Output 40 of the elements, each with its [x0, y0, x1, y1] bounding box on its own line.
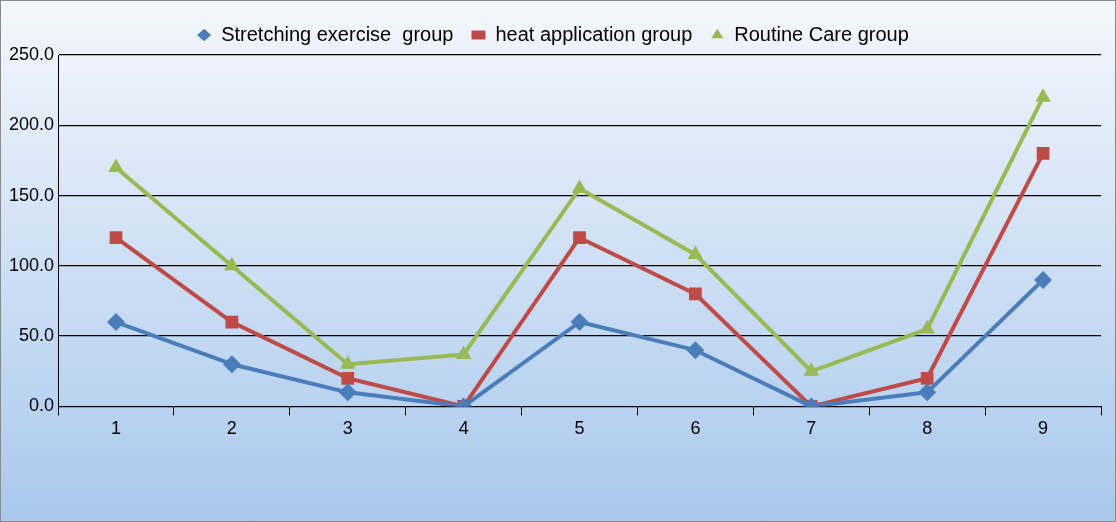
x-tick-label: 2 [226, 418, 237, 439]
point [106, 313, 125, 332]
point [920, 371, 934, 385]
point [803, 362, 820, 376]
point [571, 179, 588, 194]
x-tick-label: 3 [342, 418, 353, 439]
point [686, 341, 705, 360]
legend-label: Stretching exercise group [221, 22, 454, 45]
y-tick-label: 0.0 [29, 395, 55, 416]
point [1036, 147, 1050, 160]
y-tick-label: 200.0 [9, 114, 55, 135]
y-tick-label: 50.0 [19, 325, 55, 346]
point [1034, 270, 1053, 289]
point [918, 383, 937, 402]
point [224, 256, 240, 271]
point [573, 231, 586, 245]
point [1035, 88, 1051, 102]
legend-label: Routine Care group [734, 22, 909, 45]
point [222, 355, 241, 374]
x-tick-label: 6 [690, 418, 701, 439]
x-tick-label: 4 [458, 418, 469, 439]
point [689, 287, 702, 301]
point [455, 345, 472, 359]
point [919, 320, 935, 334]
x-tick-label: 7 [806, 418, 817, 439]
point [109, 231, 123, 245]
x-tick-label: 1 [110, 418, 121, 439]
point [570, 313, 589, 332]
x-tick-label: 5 [574, 418, 585, 439]
x-tick-label: 8 [922, 418, 933, 439]
y-tick-label: 100.0 [9, 254, 55, 275]
point [338, 383, 357, 402]
point [108, 158, 124, 172]
point [341, 371, 355, 385]
point [687, 245, 704, 260]
y-tick-label: 150.0 [9, 184, 55, 205]
legend-label: heat application group [495, 22, 693, 45]
x-tick-label: 9 [1038, 418, 1049, 439]
point [339, 355, 356, 369]
y-tick-label: 250.0 [9, 43, 55, 64]
